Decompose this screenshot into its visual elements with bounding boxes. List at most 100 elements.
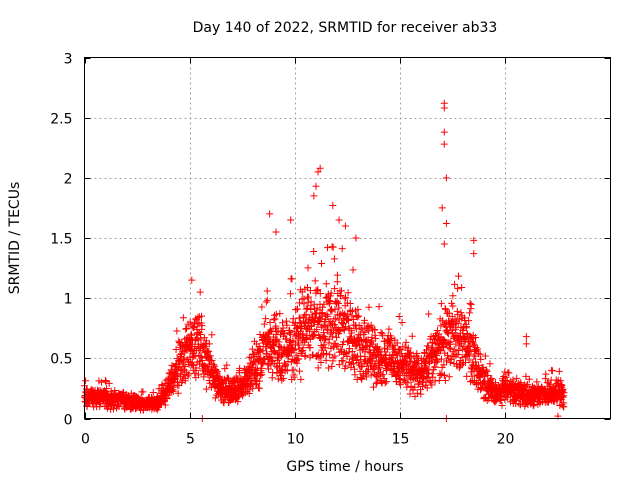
data-point (301, 351, 309, 359)
data-point (194, 371, 202, 379)
data-point (359, 342, 367, 350)
data-point (310, 192, 318, 200)
data-point (346, 299, 354, 307)
data-point (202, 385, 210, 393)
data-point (180, 354, 188, 362)
data-point (348, 327, 356, 335)
data-point (191, 369, 199, 377)
data-point (434, 326, 442, 334)
data-point (355, 337, 363, 345)
data-point (211, 394, 219, 402)
data-point (161, 401, 169, 409)
data-point (360, 316, 368, 324)
data-point (175, 337, 183, 345)
data-point (224, 374, 232, 382)
data-point (331, 352, 339, 360)
data-point (423, 364, 431, 372)
data-point (267, 361, 275, 369)
data-point (393, 339, 401, 347)
data-point (337, 292, 345, 300)
data-point (262, 298, 270, 306)
data-point (288, 275, 296, 283)
data-point (440, 240, 448, 248)
data-point (327, 306, 335, 314)
data-point (266, 328, 274, 336)
data-point (312, 182, 320, 190)
data-point (298, 348, 306, 356)
data-point (320, 341, 328, 349)
data-point (245, 390, 253, 398)
data-point (426, 358, 434, 366)
data-point (102, 378, 110, 386)
data-point (295, 341, 303, 349)
data-point (275, 362, 283, 370)
data-point (361, 338, 369, 346)
data-point (453, 331, 461, 339)
data-point (453, 336, 461, 344)
data-point (341, 323, 349, 331)
data-point (375, 347, 383, 355)
y-tick-label: 3 (64, 52, 73, 68)
data-point (332, 315, 340, 323)
data-point (341, 222, 349, 230)
data-point (82, 377, 90, 385)
data-point (431, 363, 439, 371)
data-point (173, 327, 181, 335)
data-point (525, 375, 533, 383)
data-point (425, 310, 433, 318)
data-point (375, 303, 383, 311)
data-point (342, 362, 350, 370)
data-point (326, 351, 334, 359)
data-point (393, 351, 401, 359)
data-point (470, 236, 478, 244)
data-point (428, 339, 436, 347)
data-point (223, 361, 231, 369)
data-point (454, 285, 462, 293)
data-point (465, 337, 473, 345)
data-point (445, 344, 453, 352)
data-point (454, 351, 462, 359)
data-point (530, 401, 538, 409)
data-point (313, 326, 321, 334)
data-point (248, 345, 256, 353)
data-point (101, 377, 109, 385)
data-point (272, 322, 280, 330)
data-point (324, 325, 332, 333)
data-point (276, 343, 284, 351)
x-tick-label: 20 (497, 432, 515, 448)
data-point (548, 366, 556, 374)
data-point (334, 342, 342, 350)
data-point (440, 335, 448, 343)
y-tick-label: 0.5 (50, 352, 72, 368)
data-point (260, 320, 268, 328)
data-point (98, 378, 106, 386)
data-point (455, 347, 463, 355)
data-point (314, 286, 322, 294)
data-point (498, 401, 506, 409)
data-point (442, 305, 450, 313)
data-point (352, 234, 360, 242)
data-point (293, 305, 301, 313)
data-point (367, 321, 375, 329)
data-point (385, 325, 393, 333)
data-point (555, 367, 563, 375)
data-point (447, 338, 455, 346)
data-point (320, 300, 328, 308)
data-point (438, 317, 446, 325)
data-point (311, 332, 319, 340)
data-point (466, 342, 474, 350)
data-point (367, 371, 375, 379)
data-point (515, 400, 523, 408)
data-point (174, 389, 182, 397)
data-point (232, 373, 240, 381)
data-point (314, 364, 322, 372)
data-point (398, 319, 406, 327)
data-point (455, 272, 463, 280)
data-point (465, 317, 473, 325)
data-point (446, 358, 454, 366)
data-point (346, 333, 354, 341)
data-point (505, 369, 513, 377)
data-point (355, 312, 363, 320)
data-point (252, 353, 260, 361)
